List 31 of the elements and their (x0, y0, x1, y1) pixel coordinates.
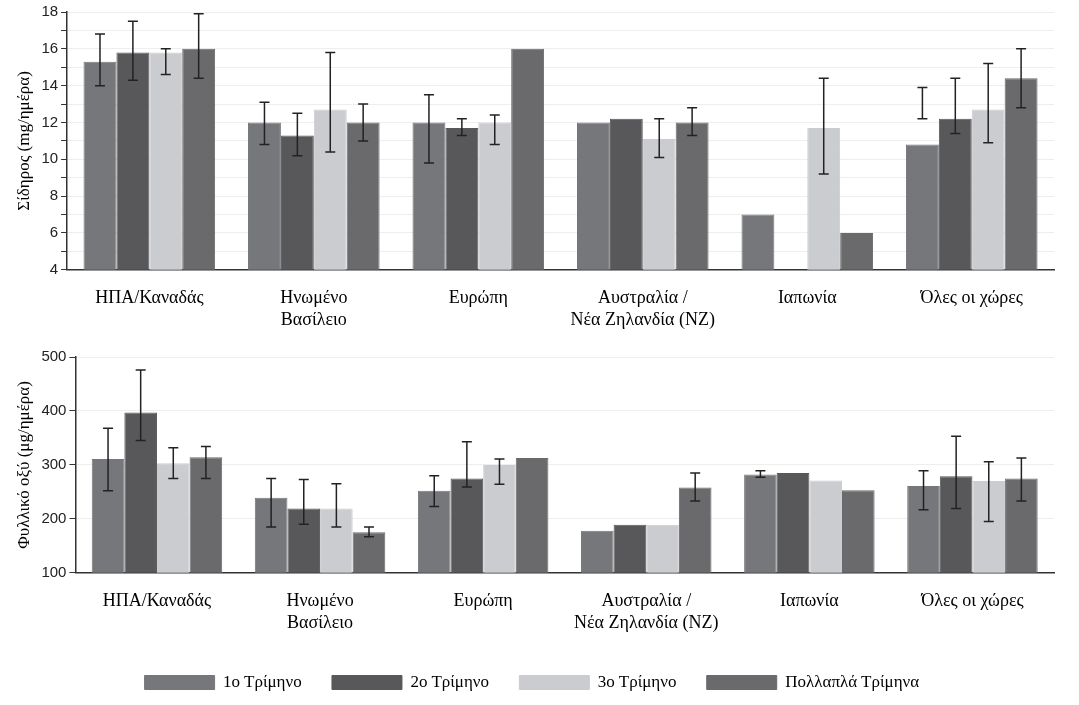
legend-label: 2ο Τρίμηνο (410, 671, 490, 691)
y-tick-label: 10 (41, 149, 59, 167)
x-tick-label: Ευρώπη (453, 590, 513, 611)
y-tick-label: 16 (41, 38, 59, 56)
y-tick-label: 8 (49, 186, 59, 204)
y-axis-title: Σίδηρος (mg/ημέρα) (13, 71, 33, 211)
x-tick-label: Ηνωμένο Βασίλειο (286, 590, 354, 632)
y-tick-label: 400 (41, 401, 67, 419)
x-tick-label: ΗΠΑ/Καναδάς (102, 590, 212, 611)
legend-label: 1ο Τρίμηνο (223, 671, 302, 691)
y-tick-label: 300 (41, 455, 67, 473)
x-tick-label: Ευρώπη (448, 287, 508, 308)
y-tick-label: 6 (49, 223, 59, 241)
y-tick-label: 100 (41, 562, 67, 580)
x-tick-label: Όλες οι χώρες (919, 287, 1023, 308)
x-tick-label: Αυστραλία / Νέα Ζηλανδία (NZ) (570, 287, 715, 330)
y-tick-label: 200 (41, 508, 67, 526)
y-tick-label: 4 (49, 259, 59, 277)
legend-label: 3ο Τρίμηνο (597, 671, 677, 691)
y-tick-label: 500 (41, 347, 67, 365)
x-tick-label: Αυστραλία / Νέα Ζηλανδία (NZ) (574, 590, 719, 633)
x-tick-label: ΗΠΑ/Καναδάς (95, 287, 204, 308)
x-tick-label: Ιαπωνία (777, 287, 838, 308)
y-tick-label: 18 (41, 2, 59, 20)
x-tick-label: Ηνωμένο Βασίλειο (280, 287, 348, 329)
y-axis-title: Φυλλικό οξύ (μg/ημέρα) (13, 381, 33, 549)
x-tick-label: Ιαπωνία (779, 590, 840, 611)
legend-label: Πολλαπλά Τρίμηνα (785, 671, 920, 691)
x-tick-label: Όλες οι χώρες (920, 590, 1024, 611)
y-tick-label: 14 (41, 75, 59, 93)
y-tick-label: 12 (41, 112, 59, 130)
